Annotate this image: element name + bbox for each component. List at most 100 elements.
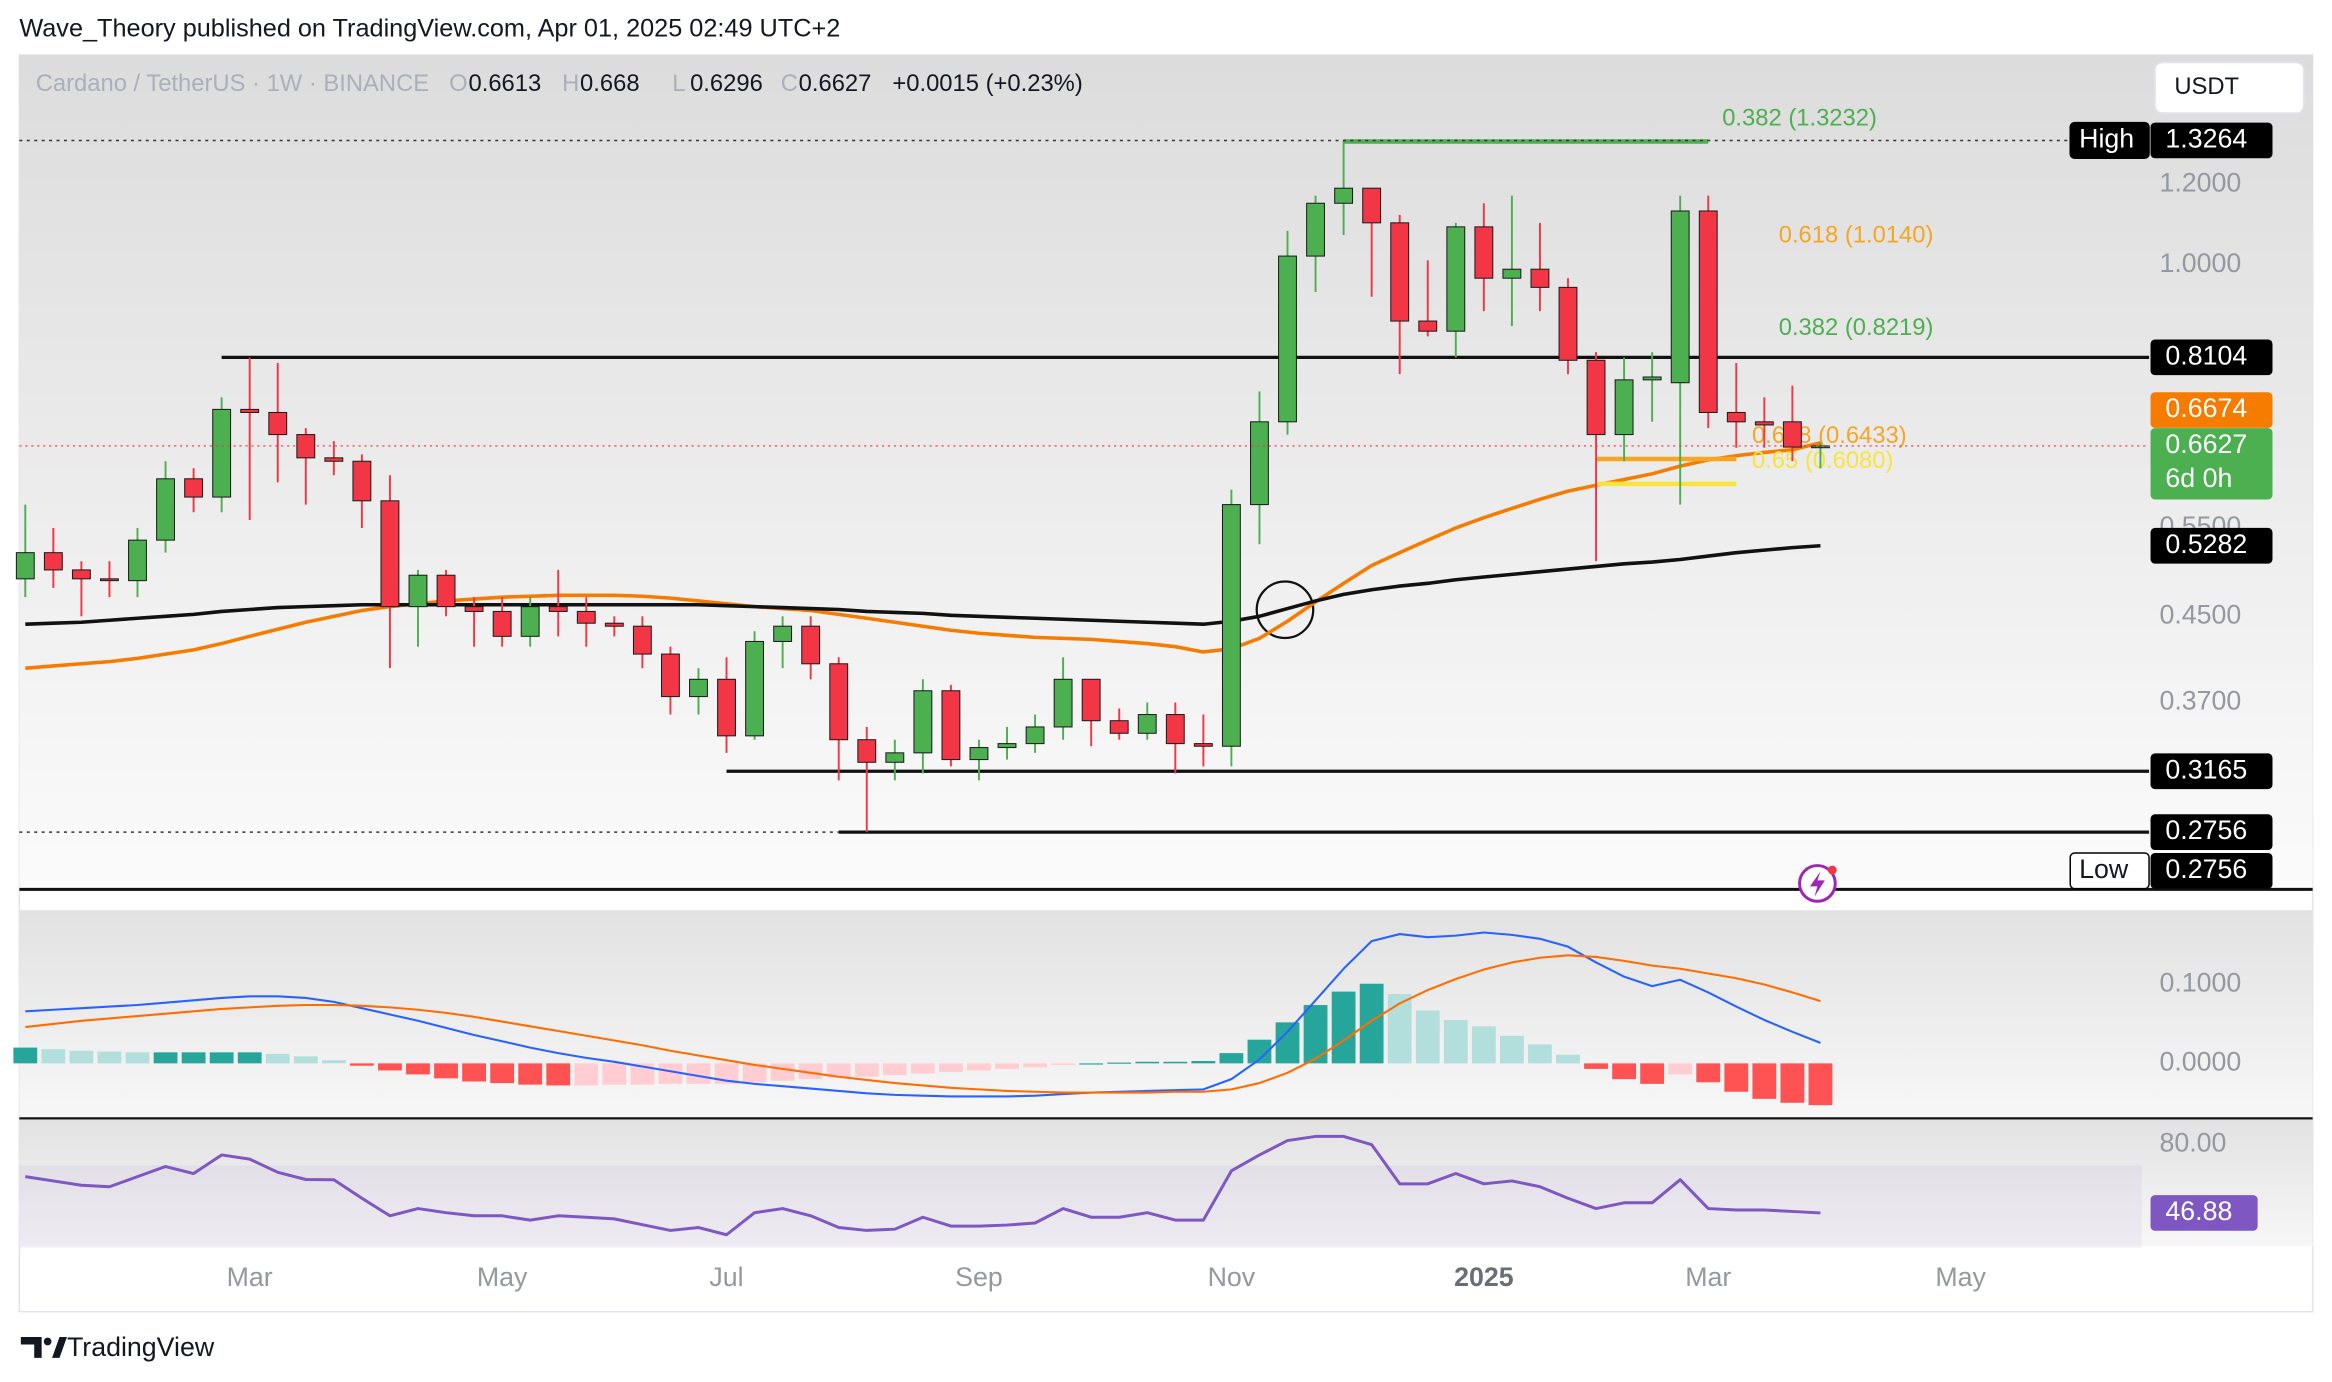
candle-body bbox=[689, 678, 708, 698]
x-tick-label: May bbox=[1935, 1262, 1986, 1292]
price-label-box bbox=[2150, 852, 2273, 889]
candle-body bbox=[212, 408, 232, 498]
logo-mark bbox=[20, 1337, 42, 1358]
icon-dot[interactable] bbox=[1827, 865, 1837, 875]
candle-body bbox=[184, 478, 204, 498]
candle-body bbox=[576, 610, 596, 624]
moving-average bbox=[25, 543, 1821, 627]
candle-body bbox=[1137, 714, 1157, 734]
macd-histogram-bar bbox=[1640, 1063, 1665, 1084]
candle-body bbox=[1642, 376, 1662, 381]
macd-histogram-bar bbox=[910, 1063, 935, 1074]
macd-histogram-bar bbox=[1696, 1063, 1721, 1083]
icon-bolt[interactable] bbox=[1809, 871, 1825, 897]
legend-key: L bbox=[672, 70, 685, 97]
y-tick-label: 0.3700 bbox=[2159, 686, 2241, 716]
macd-histogram-bar bbox=[1023, 1063, 1047, 1068]
currency-button[interactable]: USDT bbox=[2154, 61, 2305, 114]
candle-body bbox=[660, 653, 680, 698]
candle-body bbox=[913, 690, 933, 754]
x-tick-label: Sep bbox=[955, 1262, 1003, 1292]
candle-body bbox=[1558, 286, 1578, 361]
macd-histogram-bar bbox=[41, 1049, 66, 1064]
macd-histogram-bar bbox=[1247, 1039, 1272, 1064]
macd-histogram-bar bbox=[1331, 991, 1356, 1064]
symbol: Cardano / TetherUS · 1W · BINANCE bbox=[36, 70, 429, 97]
logo-mark bbox=[43, 1337, 52, 1346]
y-tick-label: 1.0000 bbox=[2159, 248, 2241, 278]
macd-histogram-bar bbox=[770, 1063, 795, 1081]
x-tick-label: Jul bbox=[709, 1262, 743, 1292]
macd-histogram-bar bbox=[1051, 1063, 1076, 1065]
macd-histogram-bar bbox=[798, 1063, 823, 1080]
macd-histogram-bar bbox=[125, 1052, 150, 1064]
alert-icon[interactable] bbox=[1798, 864, 1837, 903]
legend-key: O bbox=[449, 70, 467, 97]
candle-body bbox=[1418, 320, 1438, 332]
button-label[interactable]: USDT bbox=[2174, 73, 2239, 100]
price-label-box bbox=[2150, 753, 2273, 790]
fib-label: 0.618 (1.0140) bbox=[1779, 222, 1934, 249]
x-tick-label: Mar bbox=[227, 1262, 273, 1292]
candle-body bbox=[1053, 678, 1073, 728]
macd-histogram-bar bbox=[546, 1063, 571, 1086]
macd-histogram-bar bbox=[1528, 1044, 1552, 1064]
candle-body bbox=[1165, 714, 1185, 745]
macd-histogram-bar bbox=[882, 1063, 907, 1076]
macd-histogram-bar bbox=[1443, 1020, 1468, 1064]
extreme-tag bbox=[2069, 121, 2150, 160]
price-label: 0.6674 bbox=[2165, 393, 2247, 423]
candle-body bbox=[43, 552, 63, 571]
x-tick-label: Mar bbox=[1685, 1262, 1731, 1292]
candle-body bbox=[1530, 268, 1550, 288]
change: +0.0015 (+0.23%) bbox=[892, 70, 1082, 97]
macd-histogram-bar bbox=[462, 1063, 486, 1082]
fib-label: 0.382 (1.3232) bbox=[1722, 104, 1877, 131]
button-bg[interactable] bbox=[2154, 61, 2305, 114]
candle-body bbox=[1081, 678, 1101, 722]
candle-body bbox=[268, 411, 288, 436]
macd-histogram-bar bbox=[1079, 1063, 1104, 1065]
candle-body bbox=[408, 574, 428, 608]
macd-histogram-bar bbox=[518, 1063, 543, 1085]
candle-body bbox=[1278, 255, 1297, 423]
price-label: 0.3165 bbox=[2165, 754, 2247, 784]
macd-line bbox=[25, 931, 1821, 1098]
macd-histogram-bar bbox=[686, 1063, 711, 1084]
candle-body bbox=[717, 678, 736, 737]
macd-histogram-bar bbox=[602, 1063, 627, 1085]
macd-histogram-bar bbox=[349, 1063, 374, 1066]
candle-body bbox=[1810, 445, 1830, 449]
candle-body bbox=[1221, 504, 1241, 747]
macd-histogram-bar bbox=[1387, 993, 1412, 1064]
legend-key: H bbox=[562, 70, 579, 97]
fib-label: 0.382 (0.8219) bbox=[1779, 314, 1934, 341]
y-tick-label: 0.0000 bbox=[2159, 1046, 2241, 1076]
macd-histogram-bar bbox=[939, 1063, 963, 1073]
x-tick-label: Nov bbox=[1208, 1262, 1256, 1292]
macd-histogram-bar bbox=[1752, 1063, 1777, 1099]
macd-histogram-bar bbox=[630, 1063, 655, 1085]
price-label: 0.8104 bbox=[2165, 340, 2247, 370]
price-label-box bbox=[2150, 814, 2273, 850]
price-label-box bbox=[2150, 428, 2273, 500]
candle-body bbox=[941, 690, 961, 761]
rsi-line bbox=[25, 1134, 1821, 1237]
candle-body bbox=[1334, 187, 1354, 204]
macd-histogram-bar bbox=[209, 1052, 234, 1064]
price-label-box bbox=[2150, 1195, 2258, 1231]
macd-histogram-bar bbox=[153, 1052, 178, 1064]
macd-histogram-bar bbox=[321, 1060, 346, 1064]
candle-body bbox=[1390, 222, 1410, 322]
macd-histogram-bar bbox=[1556, 1054, 1580, 1064]
candle-body bbox=[352, 460, 372, 502]
macd-histogram-bar bbox=[1303, 1005, 1328, 1064]
candle-body bbox=[1446, 226, 1466, 332]
candle-body bbox=[1193, 743, 1213, 747]
macd-histogram-bar bbox=[181, 1052, 206, 1064]
candle-body bbox=[1754, 421, 1774, 426]
annotation-circle bbox=[1255, 580, 1315, 640]
macd-histogram-bar bbox=[97, 1051, 122, 1064]
macd-pane bbox=[19, 910, 2313, 1119]
price-label-box bbox=[2150, 339, 2273, 376]
